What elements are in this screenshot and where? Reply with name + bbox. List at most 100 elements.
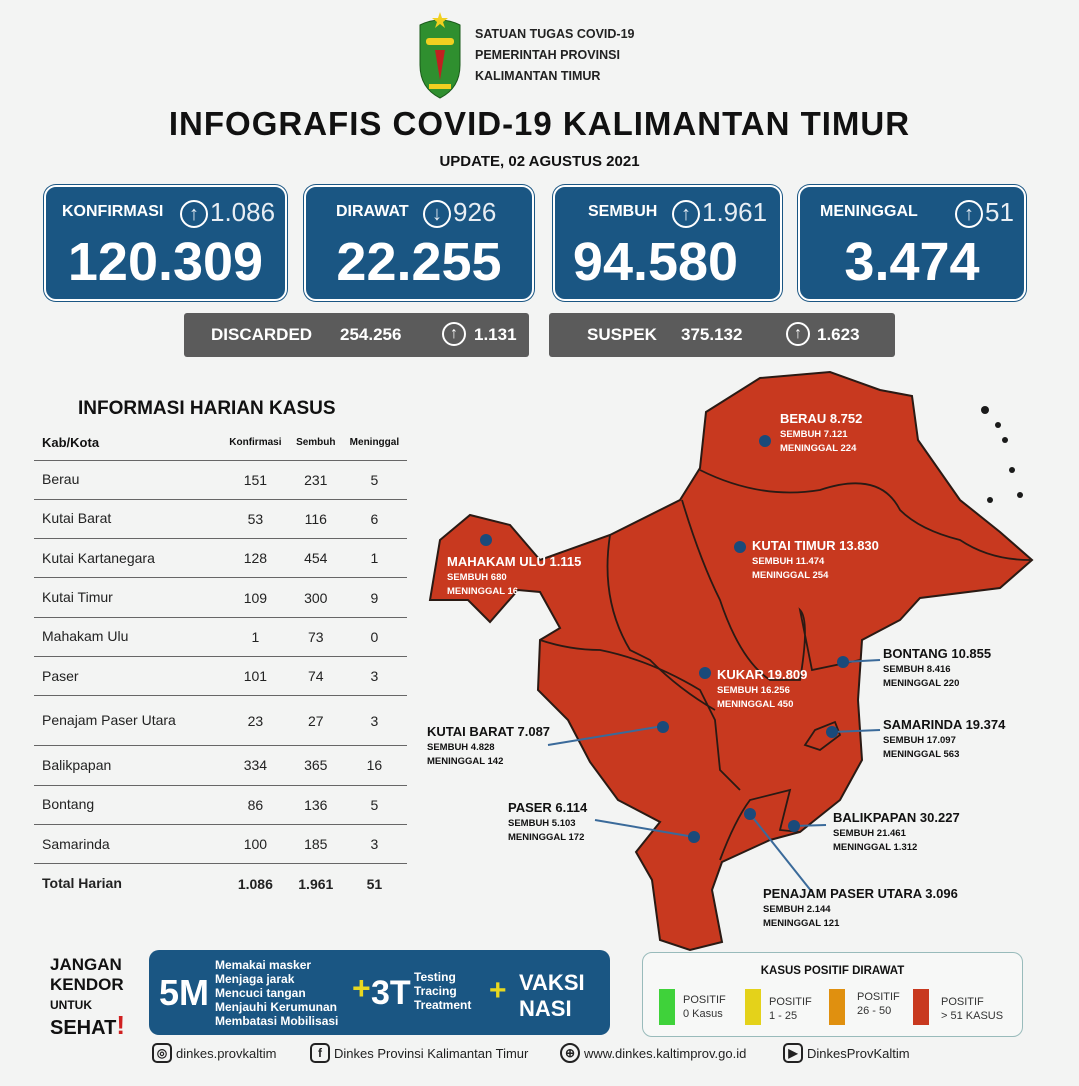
- table-cell: 51: [366, 875, 383, 892]
- map-label-kutai-timur: KUTAI TIMUR 13.830 SEMBUH 11.474 MENINGGAL…: [752, 538, 879, 581]
- region-marker-dot: [744, 808, 756, 820]
- facebook-handle: Dinkes Provinsi Kalimantan Timur: [334, 1045, 529, 1061]
- table-cell: 3: [341, 695, 407, 747]
- table-cell: Kutai Kartanegara: [34, 538, 221, 579]
- arrow-up-icon: ↑: [442, 322, 466, 346]
- table-cell: 136: [289, 785, 342, 825]
- stat-label: SEMBUH: [588, 203, 658, 220]
- stat-change: 51: [985, 197, 1014, 227]
- daily-cases-table: Kab/Kota Konfirmasi Sembuh Meninggal Ber…: [34, 425, 407, 903]
- table-cell: 101: [220, 656, 290, 697]
- youtube-icon: ▶: [783, 1043, 803, 1063]
- map-label-paser: PASER 6.114 SEMBUH 5.103 MENINGGAL 172: [508, 800, 588, 843]
- instagram-icon: ◎: [152, 1043, 172, 1063]
- district-border: [803, 720, 842, 752]
- provincial-emblem-logo: [419, 12, 461, 99]
- column-header: Kab/Kota: [34, 425, 221, 461]
- leader-line: [749, 813, 813, 893]
- instagram-handle: dinkes.provkaltim: [176, 1045, 277, 1061]
- table-cell: 1: [220, 617, 290, 657]
- table-cell: 334: [220, 745, 290, 786]
- table-row: Paser 101 74 3: [34, 656, 407, 697]
- table-row: Kutai Barat 53 116 6: [34, 499, 407, 540]
- region-marker-dot: [699, 667, 711, 679]
- stat-card-sembuh: SEMBUH ↑ 1.961 94.580: [553, 185, 782, 301]
- region-marker-dot: [480, 534, 492, 546]
- table-cell: 3: [341, 824, 407, 865]
- 5m-label: 5M: [159, 972, 210, 1013]
- legend-swatch-orange: [829, 989, 845, 1025]
- discarded-box: DISCARDED 254.256 ↑ 1.131: [184, 313, 529, 357]
- leader-line: [594, 819, 695, 838]
- table-row: Bontang 86 136 5: [34, 785, 407, 825]
- health-protocol-banner: 5M Memakai masker Menjaga jarak Mencuci ta…: [149, 950, 610, 1035]
- table-title: INFORMASI HARIAN KASUS: [78, 398, 336, 419]
- stat-value: 120.309: [67, 232, 264, 292]
- table-row: Berau 151 231 5: [34, 460, 407, 500]
- region-marker-dot: [788, 820, 800, 832]
- legend-swatch-yellow: [745, 989, 761, 1025]
- table-cell: 454: [289, 538, 342, 579]
- stat-label: MENINGGAL: [820, 203, 918, 220]
- table-cell: Bontang: [34, 785, 221, 825]
- column-header: Sembuh: [289, 425, 342, 461]
- table-cell: 16: [341, 745, 407, 786]
- table-cell: 185: [289, 824, 342, 865]
- map-label-kukar: KUKAR 19.809 SEMBUH 16.256 MENINGGAL 450: [717, 667, 808, 710]
- region-marker-dot: [688, 831, 700, 843]
- region-marker-dot: [837, 656, 849, 668]
- table-cell: 73: [289, 617, 342, 657]
- table-cell: Balikpapan: [34, 745, 221, 786]
- table-cell: 3: [341, 656, 407, 697]
- stat-change: 1.961: [702, 197, 768, 227]
- discarded-change: 1.131: [474, 325, 517, 344]
- org-line: KALIMANTAN TIMUR: [475, 69, 601, 83]
- table-cell: 23: [220, 695, 290, 747]
- table-cell: 0: [341, 617, 407, 657]
- table-cell: 100: [220, 824, 290, 865]
- youtube-link[interactable]: ▶ DinkesProvKaltim: [783, 1043, 910, 1063]
- map-label-kutai-barat: KUTAI BARAT 7.087 SEMBUH 4.828 MENINGGAL 1…: [427, 724, 551, 767]
- arrow-up-icon: ↑: [786, 322, 810, 346]
- table-row: Mahakam Ulu 1 73 0: [34, 617, 407, 657]
- leader-line: [831, 729, 881, 733]
- map-label-mahakam-ulu: MAHAKAM ULU 1.115 SEMBUH 680 MENINGGAL 16: [447, 554, 582, 597]
- vaksinasi: VAKSI NASI: [519, 970, 585, 1021]
- leader-line: [547, 725, 664, 746]
- slogan-line: UNTUK: [50, 998, 92, 1012]
- legend-label: POSITIF 0 Kasus: [683, 994, 726, 1020]
- arrow-up-icon: ↑: [955, 200, 983, 229]
- province-shape: [428, 370, 1034, 952]
- table-cell: Total Harian: [42, 875, 122, 892]
- table-row: Penajam Paser Utara 23 27 3: [34, 695, 407, 747]
- map-label-bontang: BONTANG 10.855 SEMBUH 8.416 MENINGGAL 220: [883, 646, 992, 689]
- organization-name: SATUAN TUGAS COVID-19 PEMERINTAH PROVINS…: [475, 24, 635, 87]
- table-row: Kutai Kartanegara 128 454 1: [34, 538, 407, 579]
- district-border: [539, 639, 741, 791]
- table-cell: 74: [289, 656, 342, 697]
- plus-sign: +: [489, 974, 507, 1007]
- table-cell: 6: [341, 499, 407, 540]
- org-line: PEMERINTAH PROVINSI: [475, 48, 620, 62]
- table-cell: 53: [220, 499, 290, 540]
- table-row: Kutai Timur 109 300 9: [34, 577, 407, 618]
- website-link[interactable]: ⊕ www.dinkes.kaltimprov.go.id: [560, 1043, 746, 1063]
- table-cell: 5: [341, 460, 407, 500]
- discarded-label: DISCARDED: [211, 325, 313, 344]
- slogan-line: SEHAT: [50, 1017, 117, 1039]
- table-cell: 1: [341, 538, 407, 579]
- instagram-link[interactable]: ◎ dinkes.provkaltim: [152, 1043, 276, 1063]
- table-cell: 1.086: [237, 875, 273, 892]
- stat-card-konfirmasi: KONFIRMASI ↑ 1.086 120.309: [44, 185, 287, 301]
- table-cell: 151: [220, 460, 290, 500]
- table-cell: 27: [289, 695, 342, 747]
- table-cell: Samarinda: [34, 824, 221, 865]
- district-border: [681, 499, 861, 681]
- table-cell: 365: [289, 745, 342, 786]
- map-label-balikpapan: BALIKPAPAN 30.227 SEMBUH 21.461 MENINGGAL …: [833, 810, 960, 853]
- suspek-change: 1.623: [817, 325, 860, 344]
- table-cell: Paser: [34, 656, 221, 697]
- youtube-handle: DinkesProvKaltim: [807, 1045, 910, 1061]
- facebook-link[interactable]: f Dinkes Provinsi Kalimantan Timur: [310, 1043, 528, 1063]
